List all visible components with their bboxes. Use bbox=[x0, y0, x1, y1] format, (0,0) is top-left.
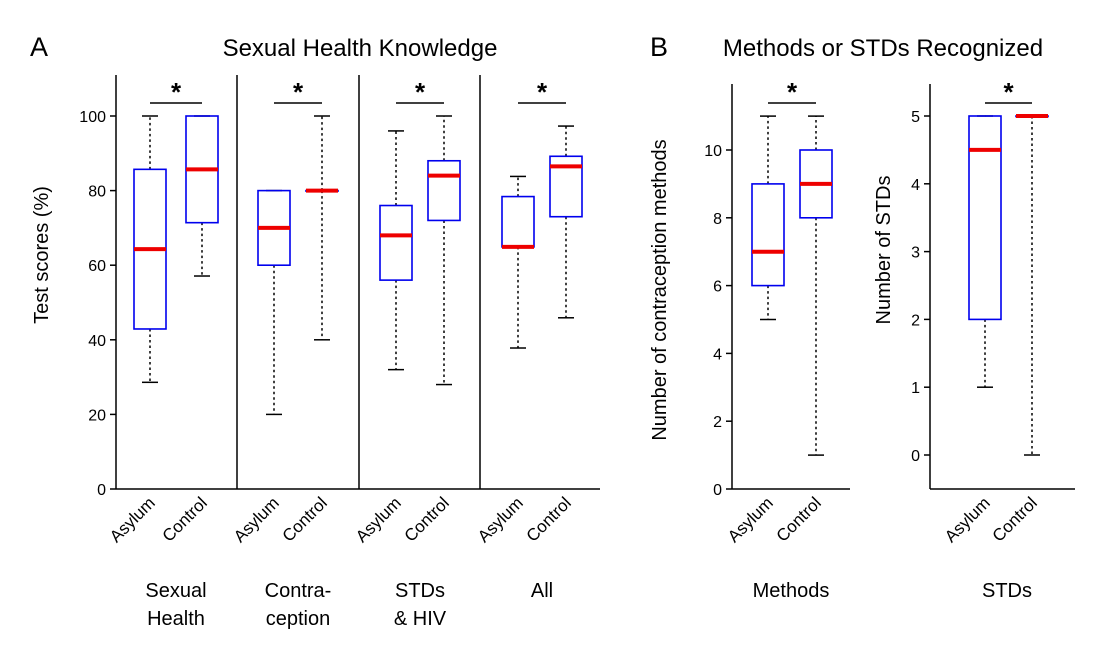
methods-group-label-wrap: Asylum bbox=[724, 493, 777, 546]
stds-y-axis-label: Number of STDs bbox=[873, 176, 895, 325]
methods-group-label-wrap: Control bbox=[773, 493, 825, 545]
stds-y-tick-label: 4 bbox=[911, 177, 920, 194]
panel-b-letter: B bbox=[650, 32, 668, 62]
stds-y-tick-label: 5 bbox=[911, 109, 920, 126]
stds-y-tick-label: 3 bbox=[911, 245, 920, 262]
methods-y-tick-label: 8 bbox=[713, 211, 722, 228]
panel-a-y-tick-label: 0 bbox=[97, 482, 106, 499]
panel-a-stds-hiv-group-label-control: Control bbox=[401, 493, 453, 545]
panel-a-y-tick-label: 80 bbox=[88, 184, 106, 201]
panel-a-y-axis-label: Test scores (%) bbox=[31, 186, 53, 324]
stds-y-tick-label: 1 bbox=[911, 380, 920, 397]
methods-group-label-control: Control bbox=[773, 493, 825, 545]
panel-a-stds-hiv-group-label-wrap: Control bbox=[401, 493, 453, 545]
panel-a-all-group-label-wrap: Control bbox=[523, 493, 575, 545]
panel-a-contraception-group-label-control: Control bbox=[279, 493, 331, 545]
panel-a-letter: A bbox=[30, 32, 48, 62]
panel-a-sexual-health-category-label: Health bbox=[147, 608, 205, 630]
panel-a-title: Sexual Health Knowledge bbox=[223, 35, 498, 62]
methods-y-tick-label: 2 bbox=[713, 414, 722, 431]
panel-a-sexual-health-group-label-asylum: Asylum bbox=[106, 493, 159, 546]
panel-a-all-asylum-box bbox=[501, 195, 535, 248]
panel-a-sexual-health-group-label-control: Control bbox=[159, 493, 211, 545]
panel-a-y-tick-label: 40 bbox=[88, 333, 106, 350]
stds-group-label-wrap: Control bbox=[989, 493, 1041, 545]
panel-a-stds-hiv-control-box bbox=[427, 159, 461, 222]
panel-a-stds-hiv-group-label-asylum: Asylum bbox=[352, 493, 405, 546]
stds-y-tick-label: 0 bbox=[911, 448, 920, 465]
methods-y-axis-label: Number of contraception methods bbox=[649, 139, 671, 440]
stds-asylum-box bbox=[968, 115, 1002, 321]
methods-group-label-asylum: Asylum bbox=[724, 493, 777, 546]
panel-a-sexual-health-category-label: Sexual bbox=[145, 580, 206, 602]
stds-y-tick-label: 2 bbox=[911, 312, 920, 329]
stds-significance-star: * bbox=[1003, 77, 1014, 107]
panel-a-sexual-health-significance-star: * bbox=[171, 77, 182, 107]
stds-group-label-asylum: Asylum bbox=[941, 493, 994, 546]
panel-a-stds-hiv-category-label: & HIV bbox=[394, 608, 447, 630]
panel-a-y-tick-label: 60 bbox=[88, 258, 106, 275]
panel-a-all-significance-star: * bbox=[537, 77, 548, 107]
panel-a-all-category-label: All bbox=[531, 580, 553, 602]
panel-a-all-control-box bbox=[549, 155, 583, 218]
panel-a-contraception-significance-star: * bbox=[293, 77, 304, 107]
panel-a-contraception-group-label-wrap: Control bbox=[279, 493, 331, 545]
panel-a-contraception-category-label: ception bbox=[266, 608, 331, 630]
methods-y-tick-label: 6 bbox=[713, 279, 722, 296]
stds-group-label-control: Control bbox=[989, 493, 1041, 545]
panel-a-all-group-label-control: Control bbox=[523, 493, 575, 545]
panel-a-all-group-label-asylum: Asylum bbox=[474, 493, 527, 546]
panel-a-y-tick-label: 100 bbox=[79, 109, 106, 126]
panel-a-y-tick-label: 20 bbox=[88, 407, 106, 424]
methods-category-label: Methods bbox=[753, 580, 830, 602]
panel-a-contraception-category-label: Contra- bbox=[265, 580, 332, 602]
methods-asylum-box bbox=[751, 183, 785, 287]
methods-significance-star: * bbox=[787, 77, 798, 107]
panel-a-contraception-group-label-asylum: Asylum bbox=[230, 493, 283, 546]
panel-b-title: Methods or STDs Recognized bbox=[723, 35, 1043, 62]
methods-y-tick-label: 10 bbox=[704, 143, 722, 160]
methods-y-tick-label: 4 bbox=[713, 346, 722, 363]
panel-a-contraception-group-label-wrap: Asylum bbox=[230, 493, 283, 546]
stds-category-label: STDs bbox=[982, 580, 1032, 602]
panel-a-all-group-label-wrap: Asylum bbox=[474, 493, 527, 546]
panel-a-sexual-health-group-label-wrap: Asylum bbox=[106, 493, 159, 546]
panel-a-stds-hiv-asylum-box bbox=[379, 204, 413, 281]
panel-a-stds-hiv-category-label: STDs bbox=[395, 580, 445, 602]
panel-a-stds-hiv-group-label-wrap: Asylum bbox=[352, 493, 405, 546]
stds-group-label-wrap: Asylum bbox=[941, 493, 994, 546]
methods-y-tick-label: 0 bbox=[713, 482, 722, 499]
panel-a-stds-hiv-significance-star: * bbox=[415, 77, 426, 107]
panel-a-sexual-health-group-label-wrap: Control bbox=[159, 493, 211, 545]
